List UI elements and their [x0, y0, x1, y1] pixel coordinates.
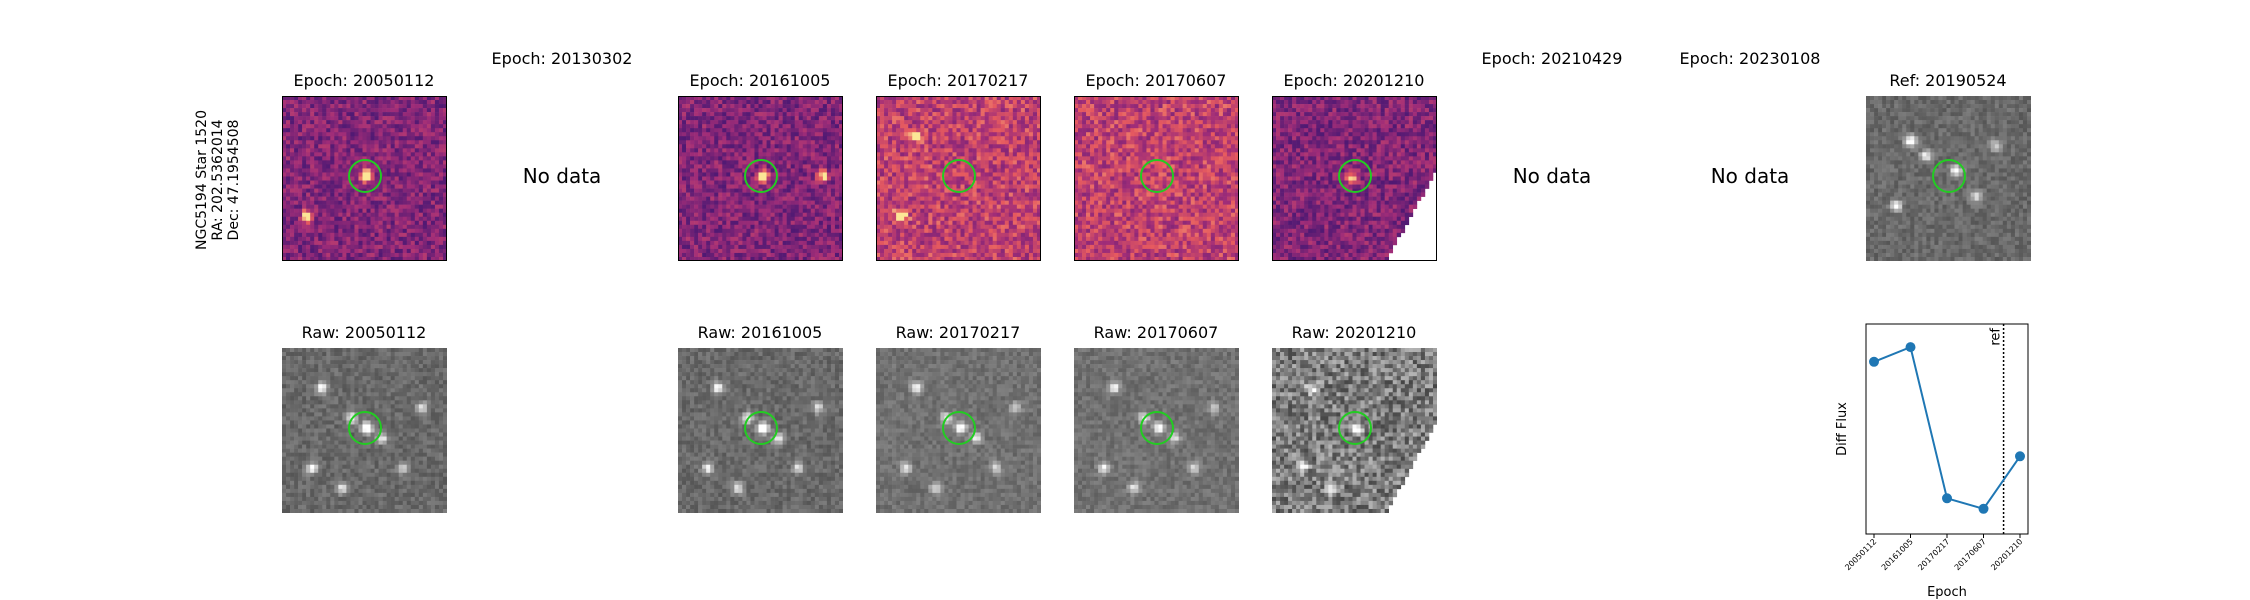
- light-curve-chart: ref 20050112 20161005 20170217 20170607 20201…: [1835, 323, 2029, 600]
- raw-image-20170607: [1074, 348, 1239, 513]
- raw-image-20161005: [678, 348, 843, 513]
- target-ra: RA: 202.5362014: [210, 119, 226, 241]
- diff-title-6: Epoch: 20201210: [1283, 71, 1425, 90]
- no-data-label-20230108: No data: [1710, 164, 1790, 188]
- ref-title: Ref: 20190524: [1889, 71, 2007, 90]
- target-circle: [744, 411, 778, 445]
- data-point-20050112: [1869, 356, 1879, 367]
- target-circle: [1140, 159, 1174, 193]
- target-circle: [348, 411, 382, 445]
- diff-image-20170217: [876, 96, 1041, 261]
- diff-image-20201210: [1272, 96, 1437, 261]
- raw-title-20170217: Raw: 20170217: [895, 323, 1021, 342]
- x-tick-label-20170217: 20170217: [1916, 537, 1951, 572]
- target-circle: [744, 159, 778, 193]
- target-circle: [1932, 159, 1966, 193]
- raw-title-20201210: Raw: 20201210: [1291, 323, 1417, 342]
- diff-title-8: Epoch: 20230108: [1679, 49, 1821, 68]
- raw-title-20170607: Raw: 20170607: [1093, 323, 1219, 342]
- target-circle: [1140, 411, 1174, 445]
- diff-title-4: Epoch: 20170217: [887, 71, 1029, 90]
- data-point-20161005: [1905, 342, 1916, 353]
- diff-title-2: Epoch: 20130302: [491, 49, 633, 68]
- raw-image-20050112: [282, 348, 447, 513]
- raw-image-20201210: [1272, 348, 1437, 513]
- diff-title-7: Epoch: 20210429: [1481, 49, 1623, 68]
- target-dec: Dec: 47.1954508: [226, 119, 242, 241]
- no-data-label-20130302: No data: [522, 164, 602, 188]
- target-circle: [1338, 411, 1372, 445]
- raw-title-20161005: Raw: 20161005: [697, 323, 823, 342]
- target-circle: [942, 159, 976, 193]
- target-circle: [348, 159, 382, 193]
- raw-image-20170217: [876, 348, 1041, 513]
- data-point-20170607: [1978, 503, 1989, 514]
- diff-title-3: Epoch: 20161005: [689, 71, 831, 90]
- data-point-20201210: [2015, 451, 2025, 462]
- raw-title-20050112: Raw: 20050112: [301, 323, 427, 342]
- x-tick-label-20050112: 20050112: [1843, 537, 1878, 572]
- no-data-label-20210429: No data: [1512, 164, 1592, 188]
- diff-image-20170607: [1074, 96, 1239, 261]
- target-name: NGC5194 Star 1520: [194, 110, 210, 250]
- data-point-20170217: [1942, 493, 1952, 504]
- x-tick-label-20161005: 20161005: [1880, 537, 1915, 572]
- diff-title-1: Epoch: 20050112: [293, 71, 435, 90]
- y-axis-label: Diff Flux: [1835, 402, 1850, 456]
- x-axis-label: Epoch: [1927, 585, 1967, 600]
- ref-image-20190524: [1866, 96, 2031, 261]
- diff-image-20161005: [678, 96, 843, 261]
- diff-image-20050112: [282, 96, 447, 261]
- target-label: NGC5194 Star 1520 RA: 202.5362014 Dec: 4…: [194, 110, 242, 250]
- target-circle: [1338, 159, 1372, 193]
- target-circle: [942, 411, 976, 445]
- x-tick-label-20170607: 20170607: [1953, 537, 1988, 572]
- ref-line-label: ref: [1989, 328, 2004, 346]
- x-tick-label-20201210: 20201210: [1989, 537, 2024, 572]
- diff-title-5: Epoch: 20170607: [1085, 71, 1227, 90]
